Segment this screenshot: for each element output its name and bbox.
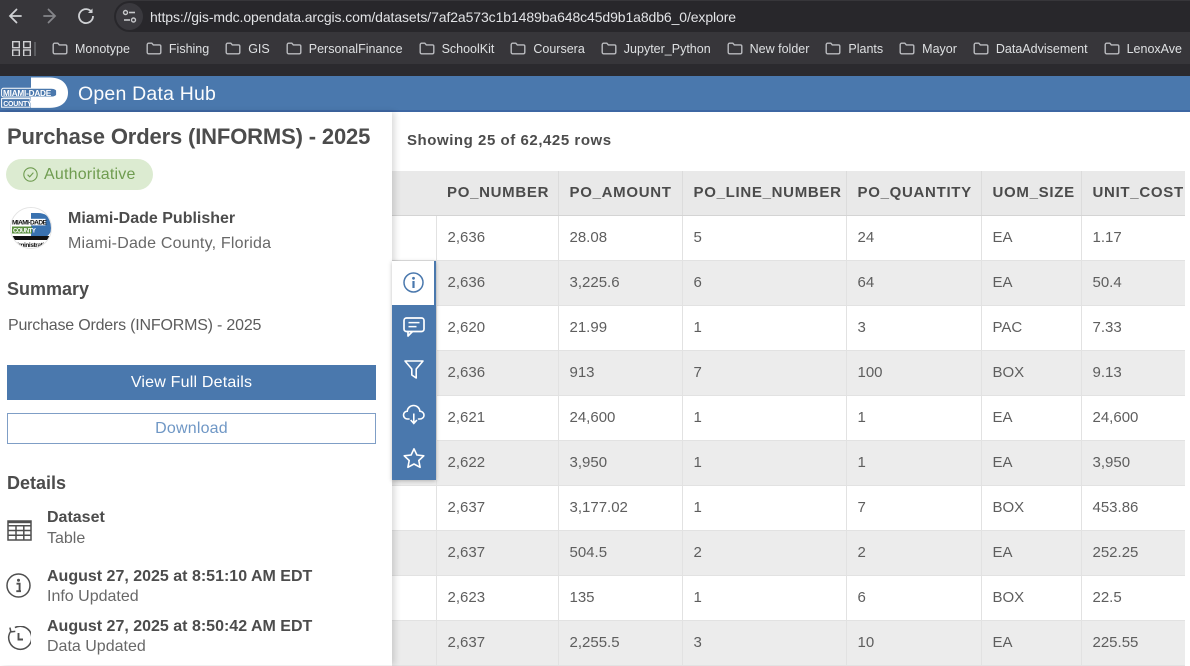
svg-text:COUNTY: COUNTY xyxy=(13,229,36,235)
svg-text:COUNTY: COUNTY xyxy=(3,101,32,108)
svg-text:MIAMI·DADE: MIAMI·DADE xyxy=(12,220,47,227)
svg-text:MIAMI-DADE: MIAMI-DADE xyxy=(3,89,52,98)
svg-text:dministrati: dministrati xyxy=(15,242,44,249)
